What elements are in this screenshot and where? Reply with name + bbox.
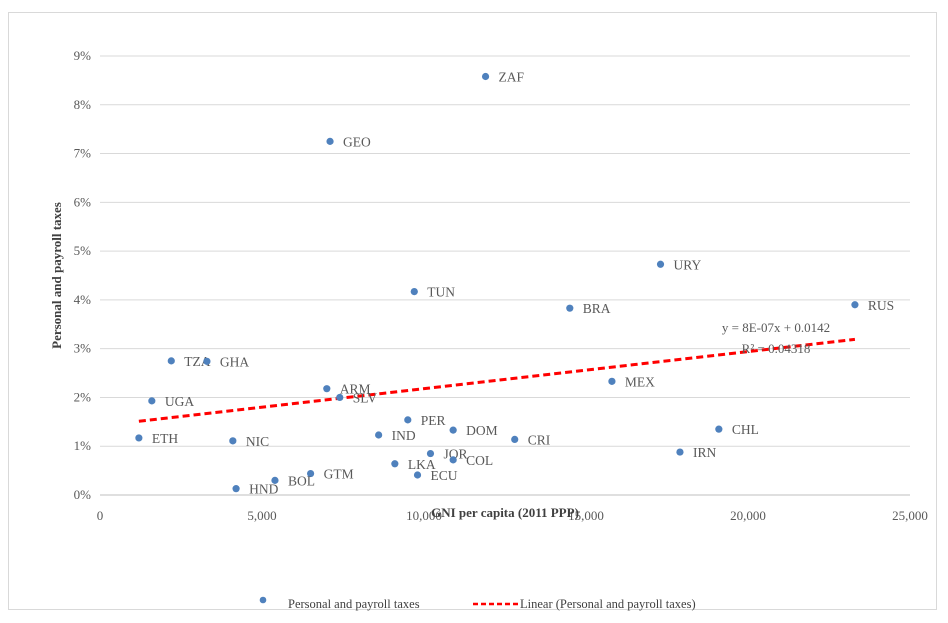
y-tick-label: 2% (74, 389, 92, 404)
data-point-geo (326, 137, 334, 145)
point-label-col: COL (466, 453, 493, 468)
point-label-nic: NIC (246, 434, 269, 449)
data-point-per (404, 416, 412, 424)
trend-equation: y = 8E-07x + 0.0142 (722, 320, 830, 335)
legend-label-trendline: Linear (Personal and payroll taxes) (520, 597, 696, 611)
x-axis-title: GNI per capita (2011 PPP) (431, 505, 579, 520)
y-tick-label: 8% (74, 97, 92, 112)
data-point-arm (323, 385, 331, 393)
data-point-mex (608, 377, 616, 385)
point-label-uga: UGA (165, 394, 194, 409)
data-point-zaf (481, 72, 490, 81)
data-point-tza (167, 357, 175, 365)
x-axis-ticks: 0 5,000 10,000 15,000 20,000 25,000 (97, 508, 928, 523)
y-tick-label: 4% (74, 292, 92, 307)
x-tick-label: 15,000 (568, 508, 604, 523)
data-point-lka (391, 460, 399, 468)
gridlines (100, 55, 910, 447)
x-tick-label: 5,000 (247, 508, 276, 523)
point-label-chl: CHL (732, 422, 759, 437)
data-point-bol (271, 476, 279, 484)
point-label-rus: RUS (868, 298, 894, 313)
point-label-bol: BOL (288, 473, 315, 488)
data-point-gtm (307, 469, 315, 478)
trendline (138, 337, 856, 423)
data-point-uga (148, 397, 156, 405)
legend-label-series: Personal and payroll taxes (288, 597, 420, 611)
point-label-per: PER (421, 413, 446, 428)
point-label-mex: MEX (625, 374, 655, 389)
point-label-irn: IRN (693, 445, 717, 460)
y-tick-label: 3% (74, 341, 92, 356)
point-label-dom: DOM (466, 423, 498, 438)
data-point-ecu (413, 471, 422, 479)
data-point-col (449, 456, 457, 464)
y-tick-label: 6% (74, 194, 92, 209)
data-point-slv (336, 393, 344, 402)
legend-marker-series (259, 596, 267, 604)
point-label-hnd: HND (249, 482, 278, 497)
point-label-geo: GEO (343, 134, 371, 149)
y-tick-label: 9% (74, 48, 92, 63)
trend-r-squared: R² = 0.04318 (742, 341, 811, 356)
point-label-ind: IND (392, 428, 416, 443)
point-label-arm: ARM (340, 382, 371, 397)
point-label-jor: JOR (443, 447, 467, 462)
point-label-slv: SLV (353, 390, 378, 405)
data-point-ind (375, 431, 383, 439)
data-point-rus (851, 301, 859, 309)
point-label-cri: CRI (528, 432, 551, 447)
point-label-zaf: ZAF (499, 69, 525, 84)
x-tick-label: 20,000 (730, 508, 766, 523)
legend: Personal and payroll taxes Linear (Perso… (259, 596, 696, 611)
y-tick-label: 0% (74, 487, 92, 502)
data-point-bra (566, 304, 574, 312)
y-tick-label: 5% (74, 243, 92, 258)
chart-frame (8, 12, 937, 610)
data-point-irn (676, 448, 684, 456)
point-label-lka: LKA (408, 457, 436, 472)
data-point-dom (449, 426, 457, 434)
point-label-bra: BRA (583, 301, 611, 316)
data-point-tun (410, 287, 418, 296)
point-label-tun: TUN (427, 285, 455, 300)
point-label-ecu: ECU (431, 468, 458, 483)
point-label-tza: TZA (184, 354, 210, 369)
point-label-eth: ETH (152, 431, 178, 446)
point-label-gha: GHA (220, 354, 249, 369)
x-tick-label: 10,000 (406, 508, 442, 523)
y-axis-ticks: 0% 1% 2% 3% 4% 5% 6% 7% 8% 9% (74, 48, 92, 502)
data-point-chl (715, 425, 723, 433)
data-point-eth (135, 434, 143, 442)
data-point-ury (656, 260, 665, 268)
y-axis-title: Personal and payroll taxes (49, 202, 64, 349)
data-point-nic (229, 437, 237, 445)
point-label-gtm: GTM (324, 467, 354, 482)
data-point-cri (511, 435, 519, 443)
y-tick-label: 1% (74, 438, 92, 453)
y-tick-label: 7% (74, 146, 92, 161)
x-tick-label: 25,000 (892, 508, 928, 523)
x-tick-label: 0 (97, 508, 104, 523)
point-label-ury: URY (674, 257, 702, 272)
data-point-gha (203, 357, 211, 365)
data-point-hnd (232, 485, 240, 493)
data-point-jor (426, 449, 435, 458)
